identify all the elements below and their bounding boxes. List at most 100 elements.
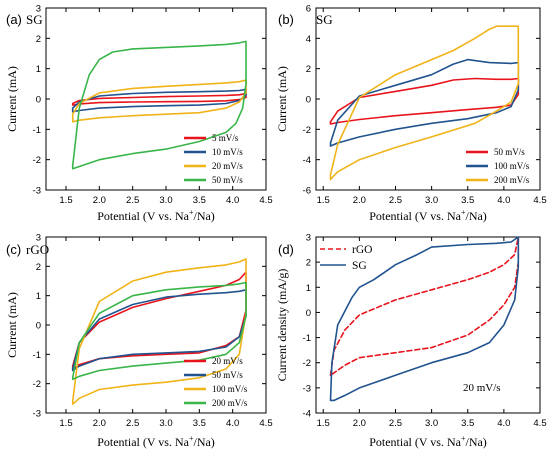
x-tick-label: 1.5 bbox=[317, 195, 330, 206]
y-tick-label: 2 bbox=[36, 262, 41, 273]
x-tick-label: 2.5 bbox=[126, 195, 139, 206]
x-tick-label: 3.0 bbox=[159, 418, 172, 429]
legend-label: 5 mV/s bbox=[212, 133, 239, 143]
series-line-100-mv-s bbox=[71, 258, 247, 405]
y-tick-label: 4 bbox=[306, 34, 311, 45]
legend-label: SG bbox=[352, 260, 367, 272]
y-tick-label: 0 bbox=[36, 95, 41, 106]
panel-title: rGO bbox=[26, 242, 49, 257]
y-tick-label: -1 bbox=[33, 350, 41, 361]
y-tick-label: 3 bbox=[36, 4, 41, 15]
annotation: 20 mV/s bbox=[463, 382, 501, 394]
y-tick-label: 2 bbox=[306, 64, 311, 75]
legend-label: rGO bbox=[352, 244, 372, 256]
y-tick-label: -4 bbox=[303, 409, 311, 420]
x-axis-label: Potential (V vs. Na+/Na) bbox=[97, 434, 215, 449]
x-tick-label: 4.5 bbox=[259, 418, 272, 429]
series-line-200-mv-s bbox=[329, 25, 520, 181]
x-tick-label: 3.5 bbox=[461, 418, 474, 429]
x-tick-label: 3.5 bbox=[193, 195, 206, 206]
panel-title: SG bbox=[26, 12, 43, 27]
x-tick-label: 1.5 bbox=[317, 418, 330, 429]
y-tick-label: 6 bbox=[306, 4, 311, 15]
panel-letter: (a) bbox=[6, 12, 22, 27]
chart-panel-2: 1.5 2.0 2.5 3.0 3.5 4.0 4.5 -3 -2 -1 0 1 2 3 (c) rGO Pot… bbox=[5, 233, 273, 450]
series-line-100-mv-s bbox=[329, 58, 520, 147]
y-tick-label: 1 bbox=[306, 283, 311, 294]
legend-label: 20 mV/s bbox=[212, 356, 243, 366]
panel-title: SG bbox=[316, 12, 333, 27]
x-tick-label: 2.5 bbox=[389, 418, 402, 429]
x-tick-label: 2.5 bbox=[389, 195, 402, 206]
y-axis-label: Current (mA) bbox=[275, 66, 289, 132]
x-tick-label: 4.0 bbox=[497, 418, 510, 429]
legend-label: 100 mV/s bbox=[494, 161, 530, 171]
y-axis-label: Current (mA) bbox=[5, 292, 19, 358]
y-tick-label: -2 bbox=[33, 155, 41, 166]
panel-letter: (c) bbox=[6, 242, 21, 257]
x-tick-label: 2.0 bbox=[93, 418, 106, 429]
panel-letter: (d) bbox=[278, 242, 294, 257]
legend-label: 50 mV/s bbox=[212, 370, 243, 380]
y-tick-label: 0 bbox=[36, 321, 41, 332]
chart-panel-1: 1.5 2.0 2.5 3.0 3.5 4.0 4.5 -6 -4 -2 0 2 4 6 (b) SG Pote… bbox=[275, 4, 547, 224]
y-tick-label: -4 bbox=[303, 155, 311, 166]
y-axis-label: Current density (mA/g) bbox=[275, 269, 289, 382]
x-tick-label: 3.5 bbox=[461, 195, 474, 206]
y-tick-label: -1 bbox=[33, 125, 41, 136]
x-tick-label: 3.0 bbox=[425, 418, 438, 429]
series-line-200-mv-s bbox=[71, 281, 247, 381]
x-tick-label: 4.0 bbox=[226, 195, 239, 206]
x-tick-label: 2.0 bbox=[93, 195, 106, 206]
y-axis-label: Current (mA) bbox=[5, 66, 19, 132]
series-line-20-mv-s bbox=[71, 79, 247, 123]
y-tick-label: 3 bbox=[306, 233, 311, 244]
y-tick-label: -3 bbox=[33, 186, 41, 197]
legend-label: 100 mV/s bbox=[212, 384, 248, 394]
series-line-50-mv-s bbox=[71, 40, 247, 170]
series-line-50-mv-s bbox=[329, 77, 520, 125]
plot-frame bbox=[315, 236, 541, 414]
legend-label: 200 mV/s bbox=[494, 175, 530, 185]
y-tick-label: -2 bbox=[303, 125, 311, 136]
y-tick-label: 1 bbox=[36, 291, 41, 302]
y-tick-label: -3 bbox=[303, 383, 311, 394]
x-tick-label: 4.5 bbox=[533, 195, 546, 206]
legend-label: 50 mV/s bbox=[212, 175, 243, 185]
y-tick-label: 2 bbox=[306, 258, 311, 269]
legend-label: 50 mV/s bbox=[494, 147, 525, 157]
series-line-sg bbox=[329, 236, 520, 402]
x-tick-label: 4.5 bbox=[259, 195, 272, 206]
y-tick-label: -3 bbox=[33, 409, 41, 420]
legend-label: 20 mV/s bbox=[212, 161, 243, 171]
y-tick-label: -6 bbox=[303, 186, 311, 197]
x-tick-label: 2.0 bbox=[353, 195, 366, 206]
y-tick-label: 2 bbox=[36, 34, 41, 45]
x-tick-label: 3.0 bbox=[159, 195, 172, 206]
series-line-10-mv-s bbox=[71, 88, 247, 113]
y-tick-label: 3 bbox=[36, 233, 41, 244]
legend-label: 10 mV/s bbox=[212, 147, 243, 157]
x-tick-label: 3.0 bbox=[425, 195, 438, 206]
panel-letter: (b) bbox=[278, 12, 294, 27]
x-tick-label: 1.5 bbox=[59, 418, 72, 429]
series-line-5-mv-s bbox=[71, 92, 247, 106]
x-tick-label: 2.5 bbox=[126, 418, 139, 429]
y-tick-label: 1 bbox=[36, 64, 41, 75]
chart-panel-3: 1.5 2.0 2.5 3.0 3.5 4.0 4.5 -4 -3 -2 -1 0 1 2 3 (d) Pote… bbox=[275, 233, 547, 450]
x-tick-label: 4.0 bbox=[497, 195, 510, 206]
y-tick-label: 0 bbox=[306, 95, 311, 106]
x-tick-label: 4.0 bbox=[226, 418, 239, 429]
y-tick-label: 0 bbox=[306, 308, 311, 319]
chart-panel-0: 1.5 2.0 2.5 3.0 3.5 4.0 4.5 -3 -2 -1 0 1 2 3 (a) SG Pote… bbox=[5, 4, 273, 224]
legend-label: 200 mV/s bbox=[212, 398, 248, 408]
y-tick-label: -2 bbox=[303, 358, 311, 369]
y-tick-label: -1 bbox=[303, 333, 311, 344]
x-tick-label: 4.5 bbox=[533, 418, 546, 429]
x-tick-label: 2.0 bbox=[353, 418, 366, 429]
x-tick-label: 3.5 bbox=[193, 418, 206, 429]
series-line-rgo bbox=[329, 236, 520, 377]
x-tick-label: 1.5 bbox=[59, 195, 72, 206]
x-axis-label: Potential (V vs. Na+/Na) bbox=[369, 208, 487, 223]
